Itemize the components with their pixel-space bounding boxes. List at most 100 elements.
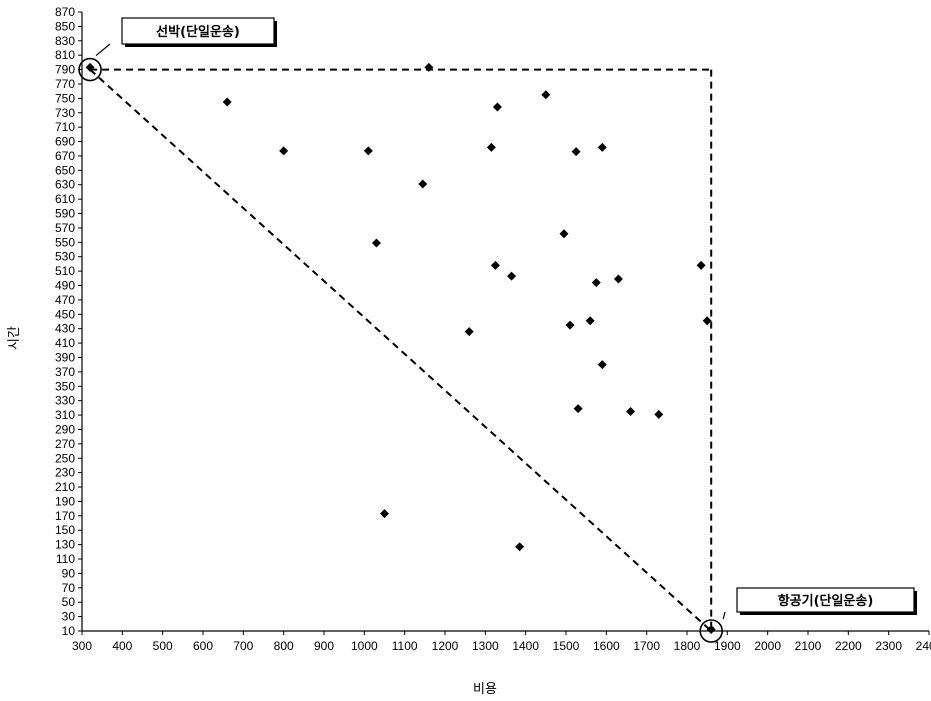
x-axis-ticks: 300 400 500 600 700 800 900 1000 1100 1200 1300 140… [72, 631, 931, 653]
callouts: 선박(단일운송) 항공기(단일운송) [78, 17, 917, 643]
data-point [279, 146, 289, 156]
data-point [626, 406, 636, 416]
y-tick-label: 530 [55, 250, 75, 264]
data-point [706, 625, 716, 635]
y-tick-label: 750 [55, 91, 75, 105]
x-tick-label: 2100 [795, 639, 822, 653]
y-tick-label: 510 [55, 264, 75, 278]
callout-circle [78, 57, 102, 82]
x-tick-label: 700 [233, 639, 253, 653]
data-point [464, 327, 474, 337]
callout-label: 항공기(단일운송) [778, 593, 874, 609]
y-tick-label: 670 [55, 149, 75, 163]
data-point [565, 320, 575, 330]
x-tick-label: 2000 [754, 639, 781, 653]
y-tick-label: 610 [55, 192, 75, 206]
y-tick-label: 130 [55, 538, 75, 552]
data-point [585, 316, 595, 326]
x-tick-label: 300 [72, 639, 92, 653]
y-tick-label: 390 [55, 350, 75, 364]
data-point [696, 260, 706, 270]
y-tick-label: 250 [55, 451, 75, 465]
x-tick-label: 600 [193, 639, 213, 653]
data-point [490, 260, 500, 270]
y-tick-label: 830 [55, 34, 75, 48]
data-point [597, 142, 607, 152]
y-tick-label: 810 [55, 48, 75, 62]
data-point [573, 404, 583, 414]
x-tick-label: 1300 [472, 639, 499, 653]
axes [81, 12, 929, 632]
x-tick-label: 1100 [392, 639, 418, 653]
y-tick-label: 630 [55, 178, 75, 192]
y-tick-label: 10 [62, 624, 76, 638]
y-tick-label: 330 [55, 394, 75, 408]
data-point [492, 102, 502, 112]
x-tick-label: 800 [274, 639, 294, 653]
data-points [85, 62, 716, 635]
data-point [507, 271, 517, 281]
y-tick-label: 230 [55, 466, 75, 480]
y-tick-label: 870 [55, 5, 75, 19]
y-tick-label: 490 [55, 279, 75, 293]
x-tick-label: 1500 [553, 639, 580, 653]
x-tick-label: 400 [112, 639, 132, 653]
reference-line [89, 68, 712, 632]
data-point [222, 97, 232, 107]
data-point [591, 278, 601, 288]
y-tick-label: 110 [56, 552, 75, 566]
data-point [597, 360, 607, 370]
y-tick-label: 70 [62, 581, 76, 595]
y-tick-label: 550 [55, 235, 75, 249]
x-tick-label: 1400 [512, 639, 539, 653]
x-tick-label: 1000 [351, 639, 378, 653]
data-point [515, 542, 525, 552]
data-point [613, 274, 623, 284]
x-axis-label: 비용 [473, 682, 497, 697]
callout-circle [699, 619, 724, 643]
x-tick-label: 2300 [875, 639, 902, 653]
x-tick-label: 1200 [432, 639, 459, 653]
x-tick-label: 1900 [714, 639, 741, 653]
callout-box [736, 587, 915, 613]
data-point [486, 142, 496, 152]
x-tick-label: 1800 [674, 639, 701, 653]
y-tick-label: 350 [55, 379, 75, 393]
x-tick-label: 1700 [633, 639, 660, 653]
data-point [541, 90, 551, 100]
y-tick-label: 90 [62, 566, 76, 580]
y-tick-label: 310 [55, 408, 75, 422]
y-tick-label: 290 [55, 422, 75, 436]
x-tick-label: 1600 [593, 639, 620, 653]
y-tick-label: 270 [55, 437, 75, 451]
x-tick-label: 2200 [835, 639, 862, 653]
y-tick-label: 190 [55, 494, 75, 508]
y-tick-label: 370 [55, 365, 75, 379]
y-tick-label: 850 [55, 19, 75, 33]
y-tick-label: 210 [55, 480, 75, 494]
x-tick-label: 900 [314, 639, 334, 653]
y-tick-label: 50 [62, 595, 76, 609]
callout-leader [722, 611, 726, 620]
data-point [559, 229, 569, 239]
y-tick-label: 730 [55, 106, 75, 120]
data-point [654, 409, 664, 419]
y-tick-label: 570 [55, 221, 75, 235]
callout-box [121, 17, 275, 45]
y-tick-label: 790 [55, 63, 75, 77]
y-tick-label: 30 [62, 610, 76, 624]
data-point [371, 238, 381, 248]
y-axis-ticks: 1030507090110130150170190210230250270290… [55, 5, 82, 638]
y-tick-label: 450 [55, 307, 75, 321]
x-tick-label: 2400 [916, 639, 931, 653]
y-tick-label: 430 [55, 322, 75, 336]
data-point [363, 146, 373, 156]
callout-leader [95, 43, 111, 57]
x-tick-label: 500 [153, 639, 173, 653]
y-axis-label: 시간 [7, 326, 22, 350]
y-tick-label: 710 [55, 120, 75, 134]
y-tick-label: 470 [55, 293, 75, 307]
y-tick-label: 150 [55, 523, 75, 537]
data-point [418, 179, 428, 189]
